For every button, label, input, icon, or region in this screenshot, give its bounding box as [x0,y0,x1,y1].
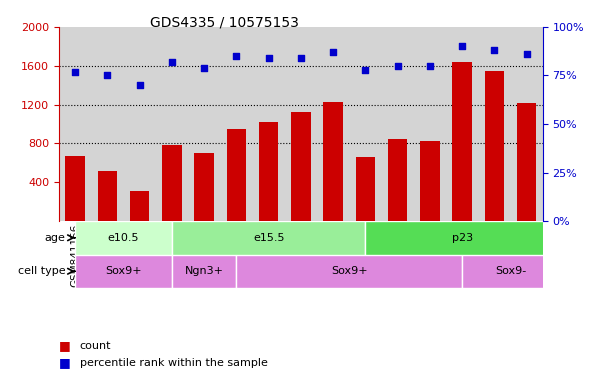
Point [393,63,402,69]
Text: Sox9+: Sox9+ [105,266,142,276]
Text: ■: ■ [59,339,71,352]
Point [232,53,241,59]
Text: Ngn3+: Ngn3+ [185,266,224,276]
Bar [356,157,375,221]
Bar [420,141,440,221]
Bar [195,153,214,221]
Text: age: age [45,233,65,243]
Point [199,65,209,71]
Point [360,66,370,73]
Text: count: count [80,341,111,351]
Text: percentile rank within the sample: percentile rank within the sample [80,358,267,368]
Point [103,72,112,78]
Bar [75,221,172,255]
Bar [291,112,310,221]
Bar [453,62,472,221]
Bar [237,255,462,288]
Bar [172,255,237,288]
Bar [75,255,172,288]
Text: Sox9+: Sox9+ [331,266,368,276]
Text: e15.5: e15.5 [253,233,284,243]
Bar [162,145,182,221]
Bar [98,170,117,221]
Text: cell type: cell type [18,266,65,276]
Point [490,47,499,53]
Bar [227,129,246,221]
Text: GDS4335 / 10575153: GDS4335 / 10575153 [150,15,299,29]
Text: e10.5: e10.5 [108,233,139,243]
Point [522,51,532,57]
Bar [485,71,504,221]
Point [329,49,338,55]
Bar [462,255,559,288]
Point [296,55,306,61]
Point [457,43,467,50]
Point [264,55,273,61]
Bar [517,103,536,221]
Point [167,59,176,65]
Bar [172,221,365,255]
Bar [130,191,149,221]
Text: Sox9-: Sox9- [495,266,526,276]
Bar [388,139,407,221]
Bar [65,156,85,221]
Bar [323,102,343,221]
Text: p23: p23 [451,233,473,243]
Bar [259,122,278,221]
Point [135,82,145,88]
Point [425,63,435,69]
Bar [365,221,559,255]
Point [70,68,80,74]
Text: ■: ■ [59,356,71,369]
